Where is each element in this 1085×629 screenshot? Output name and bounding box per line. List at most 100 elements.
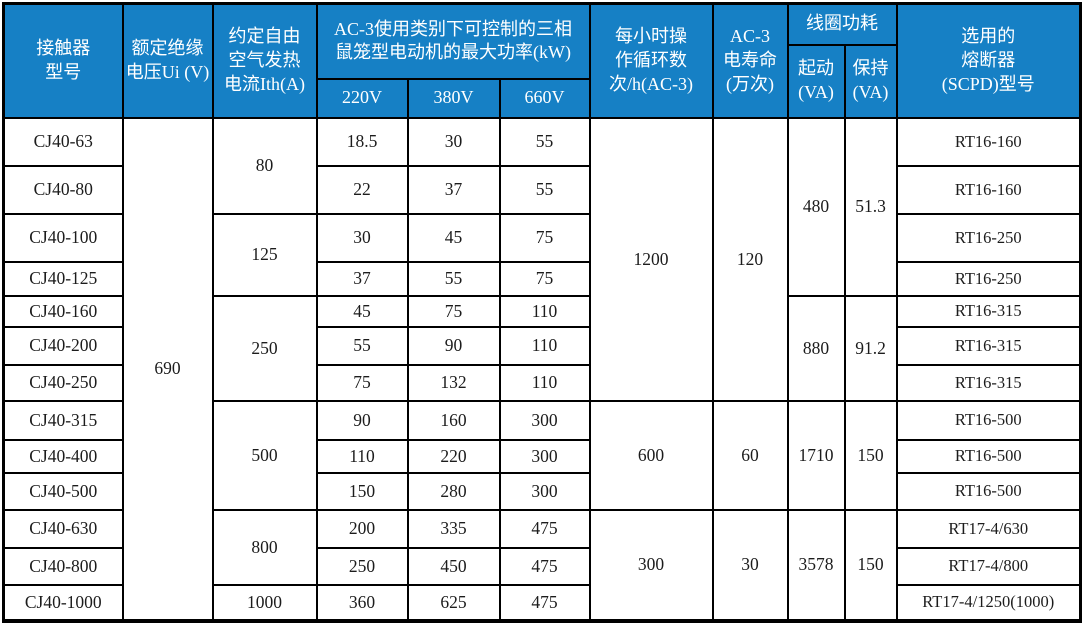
header-ac3-power-group: AC-3使用类别下可控制的三相 鼠笼型电动机的最大功率(kW) [315,2,591,80]
power-380-cell: 30 [406,116,501,167]
coil-hold-cell: 150 [843,508,898,622]
life-cell: 60 [711,399,789,511]
model-cell: CJ40-200 [2,325,124,366]
coil-hold-cell: 91.2 [843,294,898,402]
fuse-cell: RT16-500 [895,438,1082,474]
table-row: CJ40-63 690 80 18.5 30 55 1200 120 480 5… [2,116,1082,622]
coil-start-cell: 880 [786,294,846,402]
power-660-cell: 475 [498,583,591,622]
fuse-cell: RT16-500 [895,471,1082,511]
power-660-cell: 300 [498,438,591,474]
power-380-cell: 37 [406,164,501,215]
model-cell: CJ40-630 [2,508,124,549]
model-cell: CJ40-160 [2,294,124,328]
power-220-cell: 22 [315,164,409,215]
power-660-cell: 75 [498,212,591,263]
cycles-cell: 300 [588,508,714,622]
model-cell: CJ40-63 [2,116,124,167]
power-380-cell: 335 [406,508,501,549]
power-380-cell: 280 [406,471,501,511]
model-cell: CJ40-80 [2,164,124,215]
cycles-cell: 1200 [588,116,714,402]
ith-cell: 250 [211,294,318,402]
power-660-cell: 110 [498,325,591,366]
power-220-cell: 45 [315,294,409,328]
ith-cell: 125 [211,212,318,297]
fuse-cell: RT17-4/1250(1000) [895,583,1082,622]
power-660-cell: 475 [498,546,591,586]
power-660-cell: 475 [498,508,591,549]
ith-cell: 1000 [211,583,318,622]
header-coil-hold: 保持 (VA) [843,43,898,119]
power-380-cell: 90 [406,325,501,366]
power-380-cell: 220 [406,438,501,474]
fuse-cell: RT17-4/800 [895,546,1082,586]
power-220-cell: 75 [315,363,409,402]
table-row: CJ40-80 22 37 55 RT16-160 [2,164,1082,215]
table-row: CJ40-160 250 45 75 110 880 91.2 RT16-315 [2,294,1082,402]
power-220-cell: 30 [315,212,409,263]
header-thermal-current: 约定自由 空气发热 电流Ith(A) [211,2,318,119]
fuse-cell: RT16-250 [895,212,1082,263]
coil-start-cell: 480 [786,116,846,297]
model-cell: CJ40-250 [2,363,124,402]
table-row: CJ40-500 150 280 300 RT16-500 [2,471,1082,511]
power-380-cell: 45 [406,212,501,263]
power-660-cell: 55 [498,116,591,167]
header-fuse: 选用的 熔断器 (SCPD)型号 [895,2,1082,119]
fuse-cell: RT16-500 [895,399,1082,441]
power-660-cell: 300 [498,471,591,511]
header-model: 接触器 型号 [2,2,124,119]
ith-cell: 800 [211,508,318,586]
coil-hold-cell: 51.3 [843,116,898,297]
header-electrical-life: AC-3 电寿命 (万次) [711,2,789,119]
ith-cell: 80 [211,116,318,215]
header-insulation-voltage: 额定绝缘 电压Ui (V) [121,2,214,119]
header-220v: 220V [315,77,409,119]
power-380-cell: 625 [406,583,501,622]
coil-start-cell: 3578 [786,508,846,622]
power-220-cell: 37 [315,260,409,297]
fuse-cell: RT17-4/630 [895,508,1082,549]
header-380v: 380V [406,77,501,119]
table-row: CJ40-125 37 55 75 RT16-250 [2,260,1082,297]
power-220-cell: 360 [315,583,409,622]
header-660v: 660V [498,77,591,119]
fuse-cell: RT16-160 [895,116,1082,167]
header-coil-power-group: 线圈功耗 [786,2,898,46]
table-row: CJ40-100 125 30 45 75 RT16-250 [2,212,1082,297]
power-380-cell: 450 [406,546,501,586]
power-660-cell: 110 [498,294,591,328]
power-220-cell: 55 [315,325,409,366]
power-220-cell: 150 [315,471,409,511]
power-380-cell: 55 [406,260,501,297]
table-row: CJ40-250 75 132 110 RT16-315 [2,363,1082,402]
model-cell: CJ40-315 [2,399,124,441]
power-220-cell: 90 [315,399,409,441]
table-row: CJ40-800 250 450 475 RT17-4/800 [2,546,1082,586]
power-380-cell: 75 [406,294,501,328]
model-cell: CJ40-100 [2,212,124,263]
header-coil-start: 起动 (VA) [786,43,846,119]
table-row: CJ40-200 55 90 110 RT16-315 [2,325,1082,366]
ui-voltage-cell: 690 [121,116,214,622]
fuse-cell: RT16-315 [895,363,1082,402]
table-row: CJ40-315 500 90 160 300 600 60 1710 150 … [2,399,1082,511]
life-cell: 30 [711,508,789,622]
model-cell: CJ40-1000 [2,583,124,622]
coil-hold-cell: 150 [843,399,898,511]
power-220-cell: 110 [315,438,409,474]
power-660-cell: 110 [498,363,591,402]
power-220-cell: 250 [315,546,409,586]
life-cell: 120 [711,116,789,402]
coil-start-cell: 1710 [786,399,846,511]
model-cell: CJ40-125 [2,260,124,297]
cycles-cell: 600 [588,399,714,511]
power-380-cell: 160 [406,399,501,441]
table-row: CJ40-400 110 220 300 RT16-500 [2,438,1082,474]
table-row: CJ40-630 800 200 335 475 300 30 3578 150… [2,508,1082,622]
model-cell: CJ40-500 [2,471,124,511]
model-cell: CJ40-800 [2,546,124,586]
power-220-cell: 18.5 [315,116,409,167]
power-660-cell: 300 [498,399,591,441]
